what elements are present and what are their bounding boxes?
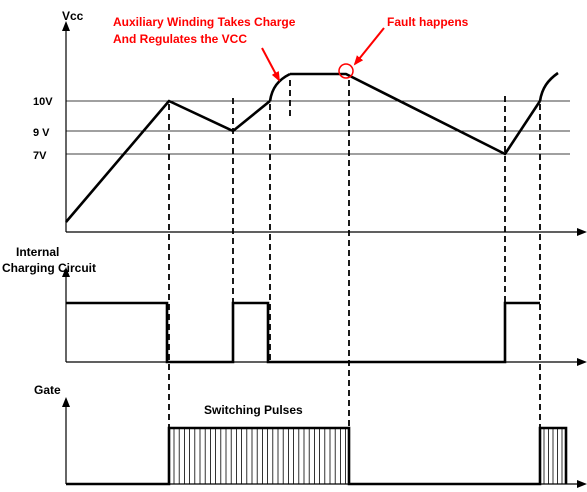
vcc-waveform-regulated [290, 72, 542, 156]
charging-label-line2: Charging Circuit [2, 261, 96, 275]
gate-panel: Gate Switching Pulses [34, 383, 587, 488]
fault-arrow [353, 27, 385, 66]
aux-winding-annotation-line2: And Regulates the VCC [113, 32, 247, 46]
charging-waveform [66, 301, 540, 364]
vcc-waveform-main [65, 99, 271, 223]
charging-label-line1: Internal [16, 245, 59, 259]
switching-pulses-label: Switching Pulses [204, 403, 303, 417]
timing-markers [168, 80, 541, 484]
level-7v-label: 7V [33, 150, 47, 162]
gate-waveform [66, 426, 568, 486]
aux-winding-annotation-line1: Auxiliary Winding Takes Charge [113, 15, 296, 29]
level-9v-label: 9 V [33, 127, 50, 139]
vcc-label: Vcc [62, 9, 84, 23]
fault-annotation: Fault happens [387, 15, 469, 29]
gate-label: Gate [34, 383, 61, 397]
vcc-waveform-rise-curve [268, 72, 291, 102]
aux-winding-arrow [261, 47, 280, 82]
switching-pulses-burst-1 [173, 428, 347, 484]
level-10v-label: 10V [33, 96, 53, 108]
vcc-panel: Vcc 10V 9 V 7V Auxiliary Winding Takes C… [33, 9, 587, 236]
charging-panel: Internal Charging Circuit [2, 245, 587, 366]
fault-marker [338, 63, 354, 79]
switching-pulses-burst-2 [543, 428, 563, 484]
vcc-waveform-end-curve [538, 71, 559, 102]
